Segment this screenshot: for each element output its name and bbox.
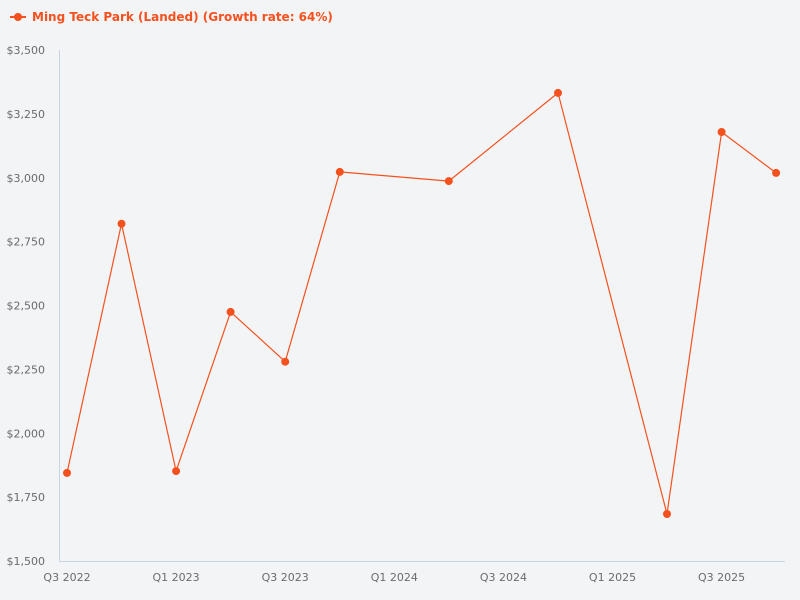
- x-tick-label: Q3 2025: [698, 571, 745, 584]
- y-tick-label: $1,750: [7, 491, 46, 504]
- x-tick-label: Q1 2023: [153, 571, 200, 584]
- x-tick-label: Q3 2022: [43, 571, 90, 584]
- data-point[interactable]: [226, 307, 235, 316]
- y-tick-label: $1,500: [7, 555, 46, 568]
- data-point[interactable]: [444, 177, 453, 186]
- legend-label: Ming Teck Park (Landed) (Growth rate: 64…: [32, 10, 333, 24]
- y-tick-label: $3,500: [7, 44, 46, 57]
- data-point[interactable]: [554, 88, 562, 97]
- legend-item[interactable]: Ming Teck Park (Landed) (Growth rate: 64…: [10, 8, 333, 26]
- series-points: [63, 88, 781, 518]
- data-point[interactable]: [172, 467, 181, 476]
- y-tick-label: $2,750: [7, 236, 46, 249]
- y-tick-label: $3,250: [7, 108, 46, 121]
- data-point[interactable]: [281, 357, 290, 366]
- line-with-dot-icon: [10, 13, 26, 21]
- x-tick-label: Q1 2025: [589, 571, 636, 584]
- x-tick-label: Q1 2024: [371, 571, 418, 584]
- data-point[interactable]: [772, 168, 781, 177]
- x-tick-label: Q3 2024: [480, 571, 527, 584]
- y-tick-label: $2,000: [7, 427, 46, 440]
- y-tick-label: $2,250: [7, 363, 46, 376]
- series-polyline: [66, 92, 777, 515]
- data-point[interactable]: [63, 468, 71, 477]
- x-axis: Q3 2022 Q1 2023 Q3 2023 Q1 2024 Q3 2024 Q1 20…: [43, 561, 785, 584]
- data-point[interactable]: [663, 510, 671, 518]
- data-point[interactable]: [117, 219, 126, 228]
- data-point[interactable]: [335, 167, 344, 176]
- y-tick-label: $2,500: [7, 300, 46, 313]
- x-tick-label: Q3 2023: [262, 571, 309, 584]
- y-tick-label: $3,000: [7, 172, 46, 185]
- y-axis: $1,500 $1,750 $2,000 $2,250 $2,500 $2,750 $3,0…: [7, 44, 60, 568]
- data-point[interactable]: [717, 128, 726, 136]
- series-line: [66, 92, 777, 515]
